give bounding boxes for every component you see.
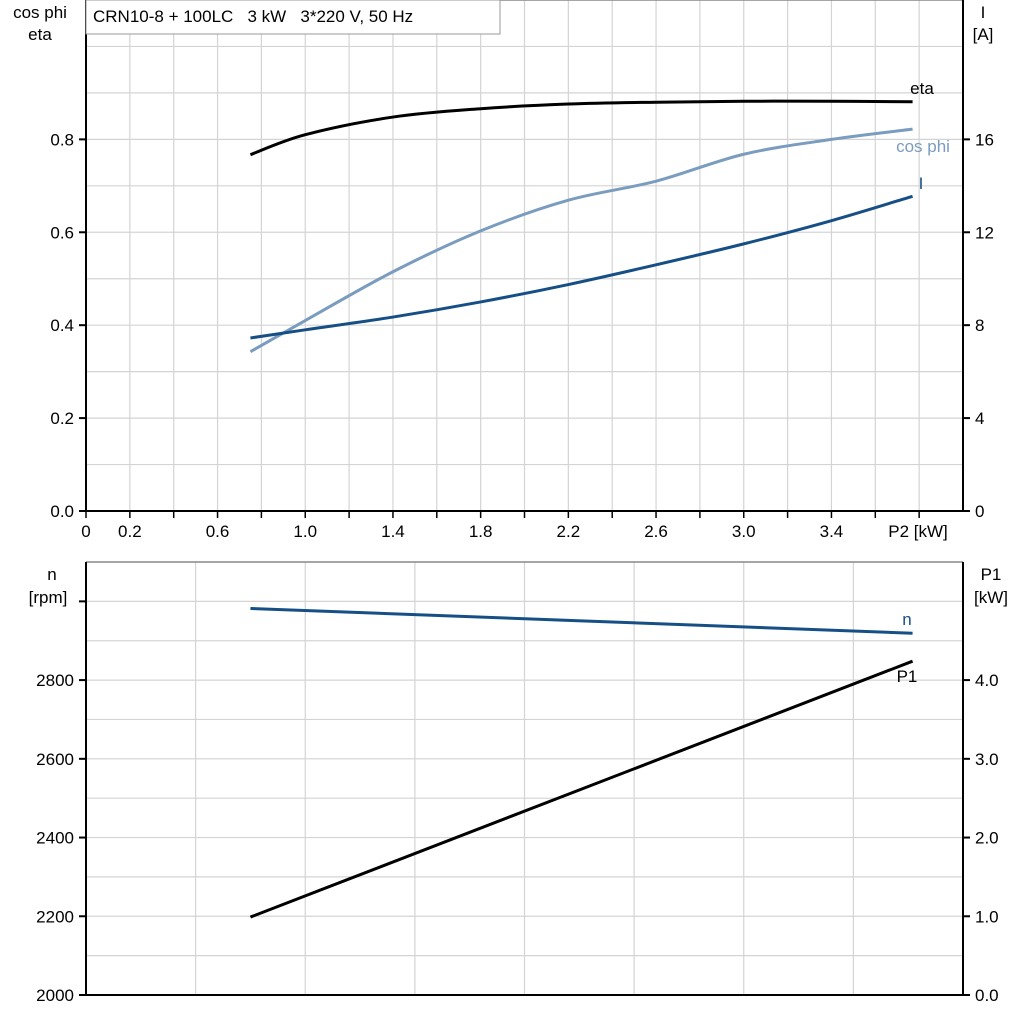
- y-left-tick-label: 2200: [36, 907, 74, 926]
- x-tick-label: 1.8: [469, 522, 493, 541]
- y-left-tick-label: 2000: [36, 986, 74, 1005]
- y-left-tick-label: 2600: [36, 750, 74, 769]
- top-chart: 0.0 0.2 0.4 0.6 0.8 0 4 8 12 16 0 0.2 0.6 1.0 1.4 1.8 2.…: [50, 0, 994, 541]
- y-right-tick-label: 2.0: [975, 829, 999, 848]
- x-tick-label: 0: [81, 522, 90, 541]
- x-tick-label: 1.0: [293, 522, 317, 541]
- bottom-left-axis-label-1: n: [47, 565, 56, 584]
- x-tick-label: 2.2: [557, 522, 581, 541]
- series-line-p1: [249, 659, 914, 919]
- x-tick-label: 1.4: [381, 522, 405, 541]
- series-label-cos-phi: cos phi: [896, 137, 950, 156]
- x-tick-label: 0.6: [206, 522, 230, 541]
- bottom-right-axis-label-2: [kW]: [974, 588, 1008, 607]
- x-tick-label: 3.0: [732, 522, 756, 541]
- top-right-axis-label-2: [A]: [973, 25, 994, 44]
- x-tick-label: 2.6: [644, 522, 668, 541]
- bottom-chart: 2000 2200 2400 2600 2800 0.0 1.0 2.0 3.0 4.0: [36, 561, 999, 1005]
- series-line-i: [250, 194, 914, 340]
- title-box: [85, 0, 501, 35]
- bottom-left-axis-label-2: [rpm]: [29, 588, 68, 607]
- y-left-tick-label: 2800: [36, 671, 74, 690]
- y-left-tick-label: 0.4: [50, 316, 74, 335]
- y-right-tick-label: 0: [975, 502, 984, 521]
- y-left-tick-label: 2400: [36, 829, 74, 848]
- y-left-tick-label: 0.8: [50, 130, 74, 149]
- series-label-i: I: [919, 174, 924, 193]
- top-right-axis-label-1: I: [981, 3, 986, 22]
- y-right-tick-label: 4.0: [975, 671, 999, 690]
- y-right-tick-label: 12: [975, 223, 994, 242]
- y-right-tick-label: 8: [975, 316, 984, 335]
- y-left-tick-label: 0.2: [50, 409, 74, 428]
- y-left-tick-label: 0.6: [50, 223, 74, 242]
- top-left-axis-label-1: cos phi: [13, 3, 67, 22]
- series-label-p1: P1: [897, 667, 918, 686]
- top-left-axis-label-2: eta: [28, 25, 52, 44]
- series-label-n: n: [902, 610, 911, 629]
- series-line-cos-phi: [249, 127, 913, 353]
- chart-title: CRN10-8 + 100LC 3 kW 3*220 V, 50 Hz: [93, 7, 413, 26]
- y-right-tick-label: 3.0: [975, 750, 999, 769]
- series-line-n: [250, 606, 913, 635]
- x-tick-label: 3.4: [820, 522, 844, 541]
- y-left-tick-label: 0.0: [50, 502, 74, 521]
- y-right-tick-label: 16: [975, 130, 994, 149]
- series-label-eta: eta: [910, 79, 934, 98]
- bottom-right-axis-label-1: P1: [981, 565, 1002, 584]
- y-right-tick-label: 0.0: [975, 986, 999, 1005]
- series-line-eta: [249, 99, 913, 157]
- x-axis-label: P2 [kW]: [888, 522, 948, 541]
- y-right-tick-label: 4: [975, 409, 984, 428]
- y-right-tick-label: 1.0: [975, 907, 999, 926]
- x-tick-label: 0.2: [118, 522, 142, 541]
